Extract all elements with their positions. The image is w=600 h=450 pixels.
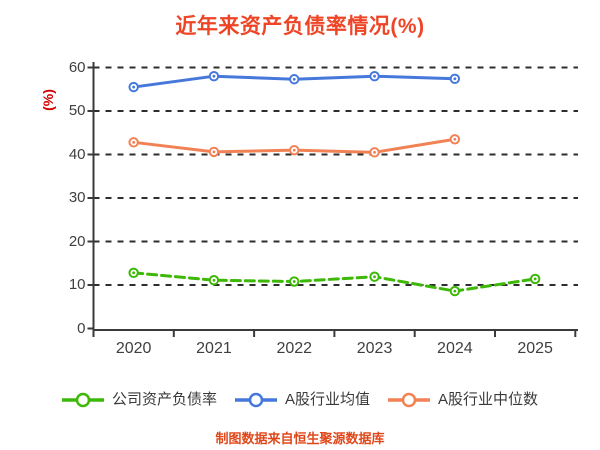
x-tick-label-2020: 2020 [115, 340, 152, 357]
data-point-dot [373, 74, 376, 78]
x-tick-label-2025: 2025 [517, 340, 553, 357]
data-point-dot [292, 148, 296, 152]
legend-line-marker-icon [61, 392, 104, 408]
legend-item-1: A股行业均值 [234, 388, 370, 412]
data-source-note: 制图数据来自恒生聚源数据库 [215, 431, 385, 446]
legend: 公司资产负债率 A股行业均值 A股行业中位数 [0, 388, 600, 412]
x-tick-label-2022: 2022 [276, 340, 313, 357]
y-tick-label: 30 [68, 189, 86, 206]
legend-item-0: 公司资产负债率 [61, 388, 217, 412]
data-point-dot [453, 77, 457, 81]
x-tick-label-2023: 2023 [356, 340, 393, 357]
y-tick-label: 40 [68, 145, 86, 163]
legend-label: 公司资产负债率 [111, 391, 217, 408]
chart-title: 近年来资产负债率情况(%) [175, 15, 425, 38]
data-point-dot [132, 85, 136, 89]
series-line-0 [132, 271, 537, 293]
x-tick-label-2021: 2021 [196, 340, 232, 357]
data-point-dot [212, 74, 216, 78]
legend-item-2: A股行业中位数 [388, 388, 538, 412]
legend-line-marker-icon [388, 392, 430, 408]
y-tick-label: 20 [68, 232, 86, 250]
y-tick-label: 50 [68, 102, 86, 119]
data-point-dot [132, 271, 136, 275]
data-point-dot [292, 77, 296, 81]
y-tick-label: 0 [77, 319, 86, 337]
legend-label: A股行业中位数 [438, 391, 539, 408]
data-point-dot [212, 150, 216, 154]
data-point-dot [373, 150, 376, 154]
plot-area [87, 62, 578, 337]
data-point-dot [453, 137, 457, 141]
y-tick-label: 60 [68, 58, 86, 76]
data-point-dot [453, 289, 457, 293]
data-point-dot [212, 278, 216, 282]
data-point-dot [132, 140, 136, 144]
legend-line-marker-icon [234, 392, 277, 408]
y-tick-label: 10 [68, 276, 86, 293]
legend-label: A股行业均值 [284, 391, 370, 408]
data-point-dot [533, 277, 537, 281]
data-point-dot [373, 275, 376, 279]
data-point-dot [292, 280, 296, 283]
x-tick-label-2024: 2024 [437, 340, 473, 357]
